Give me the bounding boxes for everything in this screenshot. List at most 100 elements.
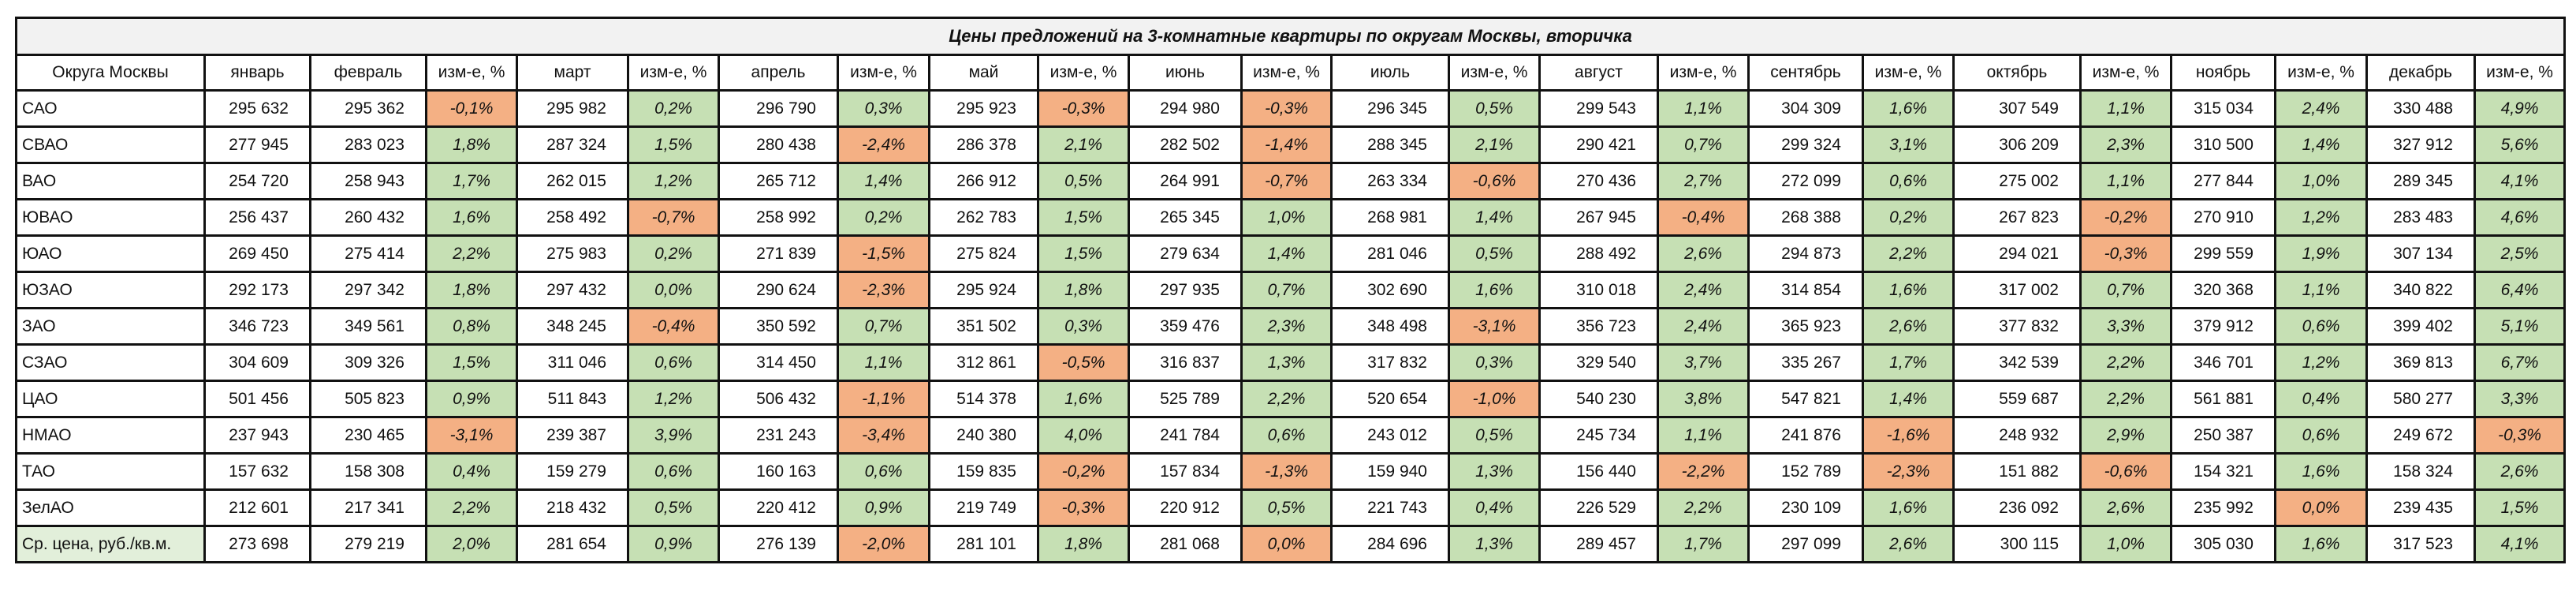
column-header-month: февраль [309,54,427,92]
column-header-change: изм-е, % [2274,54,2368,92]
price-cell: 157 632 [203,452,311,491]
price-cell: 511 843 [516,380,629,418]
district-name: ВАО [15,162,206,200]
change-cell-negative: -0,6% [2079,452,2172,491]
change-cell-positive: 4,1% [2473,525,2567,563]
price-cell: 349 561 [309,307,427,346]
price-cell: 160 163 [718,452,839,491]
change-cell-positive: 1,6% [425,198,518,237]
change-cell-negative: -2,2% [1657,452,1750,491]
change-cell-negative: -0,4% [627,307,720,346]
price-cell: 300 115 [1952,525,2082,563]
price-cell: 219 749 [928,488,1039,527]
price-cell: 280 438 [718,125,839,164]
change-cell-positive: 0,6% [1240,416,1333,455]
price-cell: 265 712 [718,162,839,200]
price-cell: 158 308 [309,452,427,491]
change-cell-positive: 1,2% [2274,343,2368,382]
price-cell: 295 923 [928,89,1039,128]
table-row: ЮЗАО 292 173 297 342 1,8% 297 432 0,0% 290 624… [15,271,2567,309]
change-cell-positive: 0,5% [1448,416,1541,455]
district-name: САО [15,89,206,128]
price-cell: 254 720 [203,162,311,200]
price-cell: 525 789 [1128,380,1243,418]
column-header-district: Округа Москвы [15,54,206,92]
price-cell: 239 387 [516,416,629,455]
price-cell: 154 321 [2170,452,2276,491]
change-cell-positive: 1,6% [1862,488,1955,527]
change-cell-positive: 1,1% [2274,271,2368,309]
price-cell: 356 723 [1538,307,1659,346]
change-cell-positive: 3,9% [627,416,720,455]
price-cell: 268 981 [1330,198,1450,237]
price-cell: 273 698 [203,525,311,563]
price-cell: 258 943 [309,162,427,200]
price-cell: 158 324 [2365,452,2476,491]
price-cell: 264 991 [1128,162,1243,200]
change-cell-negative: -1,4% [1240,125,1333,164]
change-cell-positive: 1,1% [1657,416,1750,455]
price-cell: 514 378 [928,380,1039,418]
price-cell: 299 543 [1538,89,1659,128]
table-row: ЮАО 269 450 275 414 2,2% 275 983 0,2% 271 839-… [15,234,2567,273]
price-cell: 330 488 [2365,89,2476,128]
column-header-change: изм-е, % [1240,54,1333,92]
district-name: Ср. цена, руб./кв.м. [15,525,206,563]
district-name: ЗАО [15,307,206,346]
change-cell-positive: 0,4% [2274,380,2368,418]
price-cell: 314 450 [718,343,839,382]
change-cell-positive: 1,0% [2079,525,2172,563]
price-cell: 152 789 [1747,452,1864,491]
price-cell: 288 345 [1330,125,1450,164]
change-cell-negative: -3,1% [425,416,518,455]
price-cell: 212 601 [203,488,311,527]
change-cell-positive: 2,4% [1657,307,1750,346]
price-cell: 296 790 [718,89,839,128]
change-cell-positive: 2,1% [1448,125,1541,164]
column-header-change: изм-е, % [425,54,518,92]
change-cell-positive: 2,6% [2079,488,2172,527]
change-cell-positive: 0,5% [1448,89,1541,128]
price-cell: 271 839 [718,234,839,273]
change-cell-positive: 1,1% [837,343,930,382]
column-header-month: декабрь [2365,54,2476,92]
change-cell-positive: 0,6% [2274,416,2368,455]
price-cell: 266 912 [928,162,1039,200]
price-cell: 256 437 [203,198,311,237]
price-cell: 346 701 [2170,343,2276,382]
price-cell: 540 230 [1538,380,1659,418]
change-cell-positive: 1,5% [627,125,720,164]
change-cell-positive: 2,2% [1862,234,1955,273]
price-cell: 267 945 [1538,198,1659,237]
column-header-month: апрель [718,54,839,92]
change-cell-positive: 1,6% [1862,271,1955,309]
change-cell-negative: -0,7% [1240,162,1333,200]
change-cell-positive: 1,4% [837,162,930,200]
column-header-change: изм-е, % [1448,54,1541,92]
price-cell: 283 483 [2365,198,2476,237]
price-cell: 297 099 [1747,525,1864,563]
change-cell-positive: 1,3% [1448,452,1541,491]
table-row: НМАО 237 943 230 465 -3,1% 239 387 3,9% 231 24… [15,416,2567,455]
price-cell: 286 378 [928,125,1039,164]
change-cell-positive: 0,5% [1037,162,1130,200]
table-title: Цены предложений на 3-комнатные квартиры… [14,17,2567,56]
prices-table: Цены предложений на 3-комнатные квартиры… [14,17,2567,563]
price-cell: 279 634 [1128,234,1243,273]
price-cell: 231 243 [718,416,839,455]
price-cell: 226 529 [1538,488,1659,527]
column-header-change: изм-е, % [2079,54,2172,92]
change-cell-positive: 1,1% [2079,89,2172,128]
price-cell: 327 912 [2365,125,2476,164]
price-cell: 283 023 [309,125,427,164]
change-cell-positive: 1,0% [1240,198,1333,237]
price-cell: 294 980 [1128,89,1243,128]
district-name: ЮВАО [15,198,206,237]
price-cell: 287 324 [516,125,629,164]
change-cell-negative: -0,7% [627,198,720,237]
change-cell-positive: 2,6% [1657,234,1750,273]
change-cell-negative: -1,1% [837,380,930,418]
change-cell-negative: -0,3% [1240,89,1333,128]
price-cell: 350 592 [718,307,839,346]
price-cell: 218 432 [516,488,629,527]
